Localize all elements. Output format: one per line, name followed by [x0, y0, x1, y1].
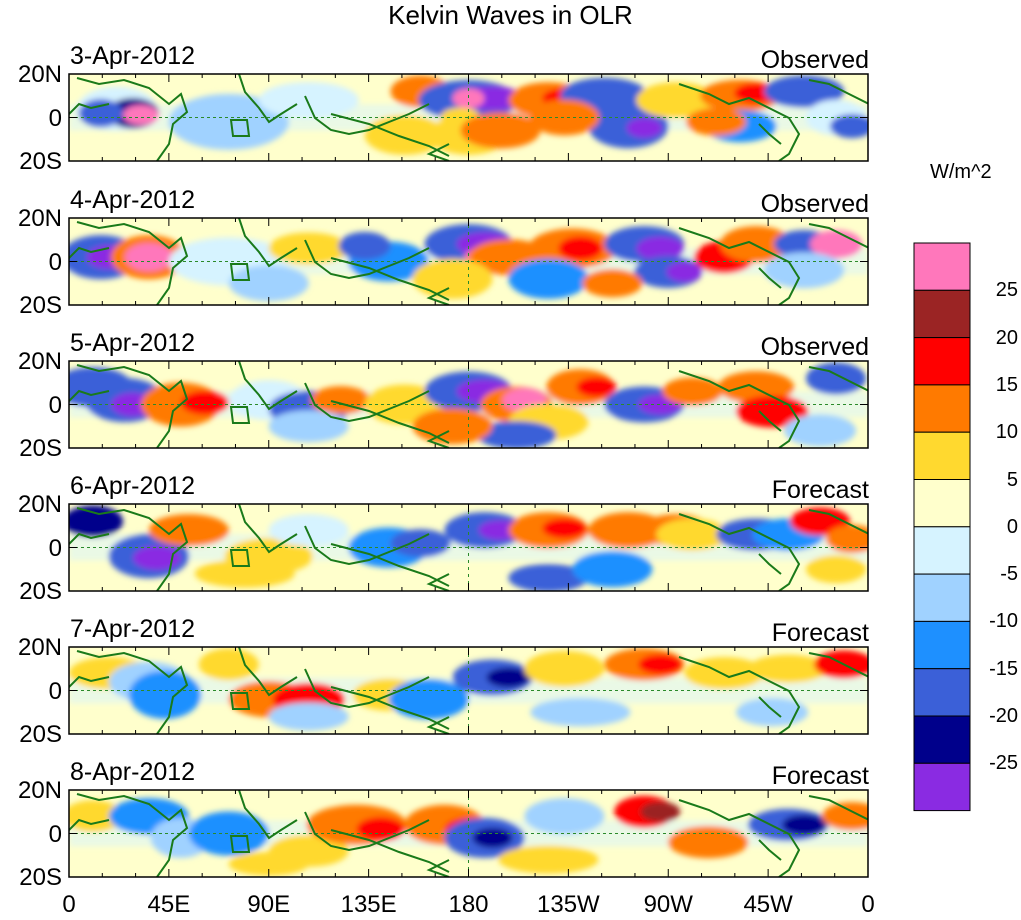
- colorbar-swatch: [913, 242, 971, 291]
- panel-6-lat-label: 20S: [19, 864, 62, 891]
- panel-3-label: Observed: [760, 333, 869, 361]
- panel-4-lat-label: 20N: [17, 491, 62, 518]
- panel-5-label: Forecast: [771, 619, 869, 647]
- panel-1-lat-label: 20N: [17, 61, 62, 88]
- colorbar-tick-label: -15: [989, 657, 1018, 680]
- colorbar-tick-label: 10: [995, 421, 1018, 444]
- colorbar-swatch: [913, 337, 971, 386]
- panel-5-lat-label: 20N: [17, 634, 62, 661]
- colorbar-swatch: [913, 573, 971, 622]
- panel-5-lat-label: 20S: [19, 721, 62, 748]
- lon-tick-label: 0: [62, 891, 76, 918]
- lon-tick-label: 135E: [340, 891, 397, 918]
- lon-tick-label: 0: [861, 891, 875, 918]
- panel-3-lat-label: 20N: [17, 348, 62, 375]
- colorbar-tick-label: 15: [995, 373, 1018, 396]
- panel-5-lat-label: 0: [48, 677, 62, 705]
- panel-4-date: 6-Apr-2012: [70, 472, 196, 500]
- panel-3-map: [68, 360, 869, 449]
- colorbar: [913, 242, 971, 812]
- colorbar-swatch: [913, 620, 971, 670]
- lon-tick-label: 135W: [537, 891, 600, 918]
- colorbar-swatch: [913, 762, 971, 812]
- lon-tick-label: 90E: [247, 891, 291, 918]
- panel-2-label: Observed: [760, 190, 869, 218]
- panel-5-date: 7-Apr-2012: [70, 615, 196, 643]
- colorbar-swatch: [913, 384, 971, 433]
- panel-3-lat-label: 0: [48, 391, 62, 419]
- lon-tick-label: 45W: [743, 891, 793, 918]
- lon-tick-label: 90W: [643, 891, 693, 918]
- colorbar-swatch: [913, 526, 971, 575]
- panel-2-lat-label: 20N: [17, 205, 62, 232]
- colorbar-tick-label: 20: [995, 326, 1018, 349]
- panel-4-map: [68, 503, 869, 592]
- panel-2-date: 4-Apr-2012: [70, 186, 196, 214]
- panel-6-label: Forecast: [771, 762, 869, 790]
- lon-tick-label: 45E: [147, 891, 191, 918]
- panel-2-map: [68, 217, 869, 306]
- panel-4-lat-label: 0: [48, 534, 62, 562]
- panel-6-lat-label: 20N: [17, 777, 62, 804]
- panel-3-date: 5-Apr-2012: [70, 329, 196, 357]
- colorbar-swatch: [913, 431, 971, 481]
- panel-4-label: Forecast: [771, 476, 869, 504]
- colorbar-swatch: [913, 668, 971, 717]
- panel-4-lat-label: 20S: [19, 578, 62, 605]
- panel-6-date: 8-Apr-2012: [70, 758, 196, 786]
- colorbar-tick-label: -10: [989, 610, 1018, 633]
- panel-1-map: [68, 73, 869, 162]
- panel-1-lat-label: 0: [48, 104, 62, 132]
- colorbar-tick-label: -25: [989, 752, 1018, 775]
- colorbar-tick-label: 25: [995, 279, 1018, 302]
- colorbar-tick-label: -20: [989, 705, 1018, 727]
- panel-1-label: Observed: [760, 46, 869, 74]
- panel-1-date: 3-Apr-2012: [70, 42, 196, 70]
- panel-6-lat-label: 0: [48, 820, 62, 848]
- colorbar-swatch: [913, 289, 971, 339]
- colorbar-swatch: [913, 479, 971, 528]
- figure-title: Kelvin Waves in OLR: [388, 0, 633, 30]
- colorbar-unit: W/m^2: [930, 161, 992, 183]
- panel-5-map: [68, 646, 869, 735]
- panel-2-lat-label: 0: [48, 248, 62, 276]
- colorbar-swatch: [913, 715, 971, 764]
- panel-6-map: [68, 789, 869, 878]
- panel-1-lat-label: 20S: [19, 148, 62, 175]
- colorbar-tick-label: -5: [1000, 563, 1018, 586]
- colorbar-tick-label: 0: [1006, 515, 1018, 538]
- panel-2-lat-label: 20S: [19, 292, 62, 319]
- panel-3-lat-label: 20S: [19, 435, 62, 462]
- colorbar-tick-label: 5: [1006, 468, 1018, 491]
- lon-tick-label: 180: [448, 891, 489, 918]
